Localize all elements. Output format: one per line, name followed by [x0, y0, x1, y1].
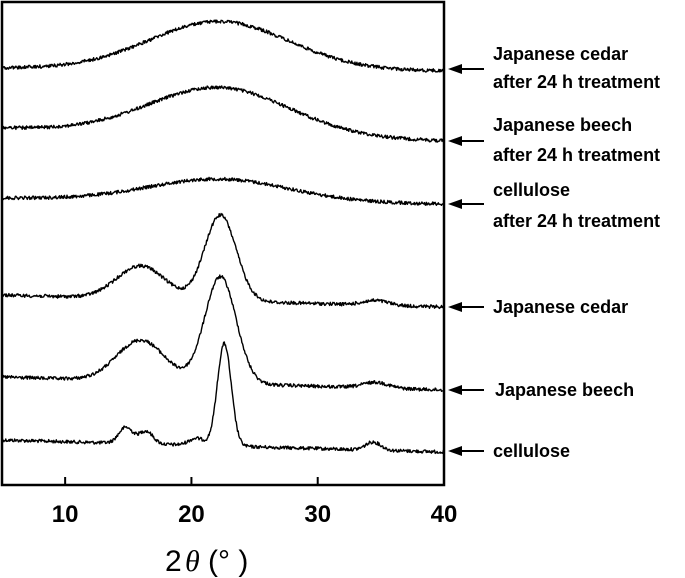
x-tick-label-40: 40	[431, 501, 458, 528]
plot-frame	[0, 0, 446, 487]
x-axis-title-theta: θ	[185, 545, 200, 578]
curve-japanese-cedar	[1, 212, 445, 310]
curve-cellulose	[1, 341, 445, 455]
series-label-japanese-cedar-after-24-h-treatment-line-2: after 24 h treatment	[493, 72, 660, 92]
curve-cellulose-after-24-h-treatment	[1, 176, 445, 206]
x-tick-label-10: 10	[52, 501, 79, 528]
curve-japanese-cedar-after-24-h-treatment	[1, 19, 445, 73]
series-label-cellulose-after-24-h-treatment-line-2: after 24 h treatment	[493, 211, 660, 231]
series-label-japanese-beech-line-1: Japanese beech	[495, 380, 634, 400]
series-label-japanese-beech-after-24-h-treatment-line-1: Japanese beech	[493, 115, 632, 135]
x-axis-ticks: 10 20 30 40	[52, 477, 458, 528]
series-label-japanese-cedar-line-1: Japanese cedar	[493, 297, 628, 317]
x-tick-label-30: 30	[304, 501, 331, 528]
curve-japanese-beech-after-24-h-treatment	[1, 85, 445, 143]
series-label-cellulose-after-24-h-treatment-line-1: cellulose	[493, 180, 570, 200]
series-labels: cellulose Japanese beech Japanese cedar cel…	[448, 44, 660, 461]
arrow-head-japanese-beech	[448, 385, 462, 395]
arrow-head-cellulose-after-24-h-treatment	[448, 199, 462, 209]
series-label-japanese-beech-after-24-h-treatment-line-2: after 24 h treatment	[493, 145, 660, 165]
series-label-japanese-cedar-after-24-h-treatment-line-1: Japanese cedar	[493, 44, 628, 64]
x-axis-title-prefix: 2	[165, 545, 182, 578]
x-tick-label-20: 20	[178, 501, 205, 528]
arrow-head-cellulose	[448, 446, 462, 456]
curve-japanese-beech	[1, 274, 445, 392]
x-axis-title-unit: (° )	[208, 545, 248, 578]
arrow-head-japanese-cedar	[448, 302, 462, 312]
diffraction-curves	[1, 19, 445, 455]
x-axis-title: 2 θ (° )	[165, 545, 248, 578]
arrow-head-japanese-beech-after-24-h-treatment	[448, 136, 462, 146]
arrow-head-japanese-cedar-after-24-h-treatment	[448, 64, 462, 74]
series-label-cellulose-line-1: cellulose	[493, 441, 570, 461]
